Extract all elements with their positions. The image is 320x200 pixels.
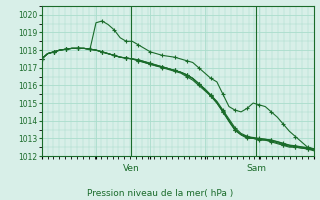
Text: Sam: Sam [246,164,267,173]
Text: Pression niveau de la mer( hPa ): Pression niveau de la mer( hPa ) [87,189,233,198]
Text: Ven: Ven [123,164,140,173]
